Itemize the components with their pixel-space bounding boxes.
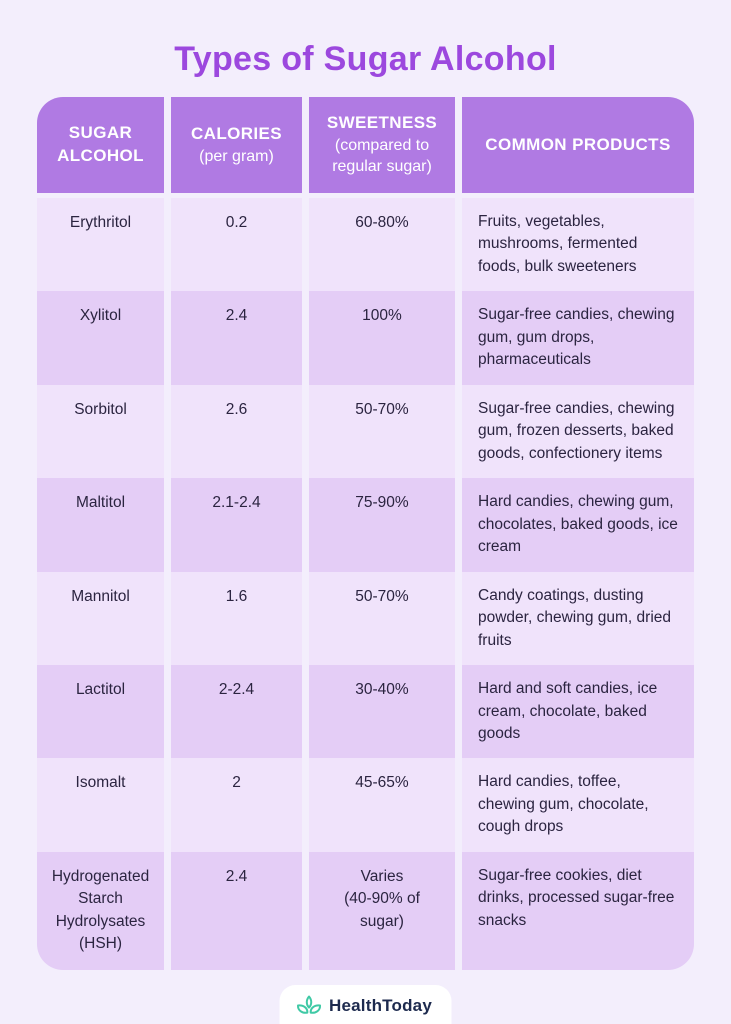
table-body: Erythritol 0.2 60-80% Fruits, vegetables…: [37, 198, 694, 970]
column-header-title: SUGAR ALCOHOL: [57, 123, 144, 165]
table-row: Maltitol 2.1-2.4 75-90% Hard candies, ch…: [37, 478, 694, 572]
sugar-alcohol-table: SUGAR ALCOHOL CALORIES (per gram) SWEETN…: [37, 97, 694, 970]
table-row: Hydrogenated Starch Hydrolysates (HSH) 2…: [37, 851, 694, 970]
sweetness-value: 75-90%: [309, 478, 455, 572]
sweetness-value: 30-40%: [309, 665, 455, 759]
sugar-alcohol-name: Lactitol: [37, 665, 164, 759]
common-products: Fruits, vegetables, mushrooms, fermented…: [462, 198, 694, 292]
calories-value: 0.2: [171, 198, 302, 292]
sweetness-value: 45-65%: [309, 758, 455, 852]
common-products: Sugar-free candies, chewing gum, gum dro…: [462, 291, 694, 385]
sweetness-value: 50-70%: [309, 384, 455, 479]
sweetness-value: 50-70%: [309, 571, 455, 666]
table-row: Erythritol 0.2 60-80% Fruits, vegetables…: [37, 198, 694, 292]
sugar-alcohol-name: Erythritol: [37, 198, 164, 292]
column-header-calories: CALORIES (per gram): [171, 97, 302, 193]
calories-value: 1.6: [171, 571, 302, 666]
column-header-common-products: COMMON PRODUCTS: [462, 97, 694, 193]
sugar-alcohol-name: Sorbitol: [37, 384, 164, 479]
calories-value: 2.6: [171, 384, 302, 479]
column-header-sweetness: SWEETNESS (compared to regular sugar): [309, 97, 455, 193]
common-products: Sugar-free candies, chewing gum, frozen …: [462, 384, 694, 479]
sugar-alcohol-name: Hydrogenated Starch Hydrolysates (HSH): [37, 851, 164, 970]
common-products: Hard and soft candies, ice cream, chocol…: [462, 665, 694, 759]
column-header-title: SWEETNESS: [326, 112, 438, 132]
brand-name: HealthToday: [329, 996, 432, 1015]
calories-value: 2-2.4: [171, 665, 302, 759]
table-row: Lactitol 2-2.4 30-40% Hard and soft cand…: [37, 665, 694, 759]
common-products: Hard candies, toffee, chewing gum, choco…: [462, 758, 694, 852]
calories-value: 2.1-2.4: [171, 478, 302, 572]
sweetness-value: 100%: [309, 291, 455, 385]
sweetness-value: 60-80%: [309, 198, 455, 292]
column-header-subtitle: (compared to regular sugar): [332, 136, 432, 176]
sweetness-value: Varies (40-90% of sugar): [309, 851, 455, 970]
calories-value: 2.4: [171, 291, 302, 385]
sugar-alcohol-name: Xylitol: [37, 291, 164, 385]
common-products: Candy coatings, dusting powder, chewing …: [462, 571, 694, 666]
sugar-alcohol-name: Maltitol: [37, 478, 164, 572]
table-row: Isomalt 2 45-65% Hard candies, toffee, c…: [37, 758, 694, 852]
sugar-alcohol-name: Mannitol: [37, 571, 164, 666]
table-header-row: SUGAR ALCOHOL CALORIES (per gram) SWEETN…: [37, 97, 694, 193]
table-row: Sorbitol 2.6 50-70% Sugar-free candies, …: [37, 384, 694, 479]
common-products: Sugar-free cookies, diet drinks, process…: [462, 851, 694, 970]
calories-value: 2.4: [171, 851, 302, 970]
column-header-title: COMMON PRODUCTS: [485, 134, 671, 154]
brand-badge: HealthToday: [279, 985, 452, 1024]
lotus-icon: [296, 995, 321, 1014]
column-header-title: CALORIES: [190, 123, 283, 143]
sugar-alcohol-name: Isomalt: [37, 758, 164, 852]
common-products: Hard candies, chewing gum, chocolates, b…: [462, 478, 694, 572]
column-header-sugar-alcohol: SUGAR ALCOHOL: [37, 97, 164, 193]
table-row: Xylitol 2.4 100% Sugar-free candies, che…: [37, 291, 694, 385]
page-title: Types of Sugar Alcohol: [174, 40, 557, 78]
calories-value: 2: [171, 758, 302, 852]
table-row: Mannitol 1.6 50-70% Candy coatings, dust…: [37, 571, 694, 666]
column-header-subtitle: (per gram): [199, 147, 274, 165]
